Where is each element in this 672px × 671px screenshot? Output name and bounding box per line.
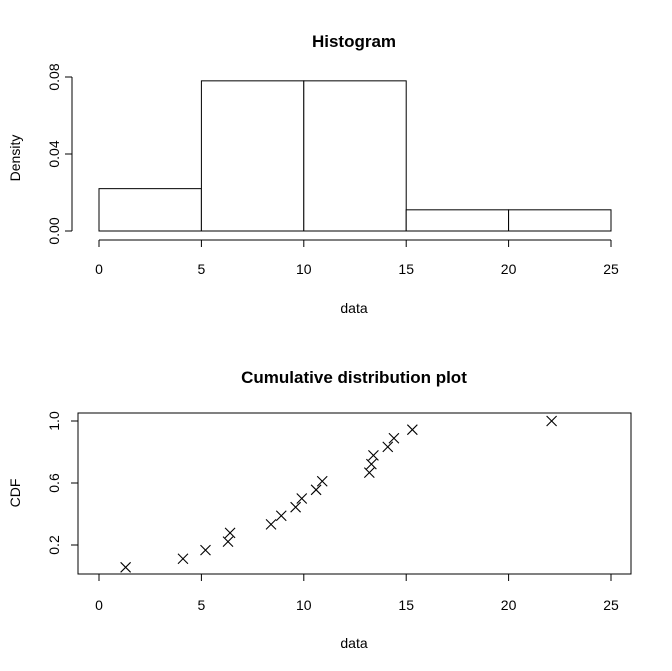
histogram-y-tick-label: 0.00 bbox=[46, 217, 62, 244]
cdf-point-marker bbox=[388, 432, 400, 444]
cdf-point-marker bbox=[120, 561, 132, 573]
cdf-point-stroke bbox=[363, 467, 375, 479]
cdf-x-axis: 0 5 10 15 20 25 bbox=[95, 573, 619, 613]
histogram-x-tick-label: 15 bbox=[398, 261, 414, 277]
cdf-title: Cumulative distribution plot bbox=[241, 368, 467, 387]
cdf-point-stroke bbox=[177, 553, 189, 565]
histogram-bar bbox=[98, 188, 202, 232]
cdf-point-stroke bbox=[120, 561, 132, 573]
cdf-point-stroke bbox=[365, 458, 377, 470]
cdf-x-tick-label: 20 bbox=[501, 597, 517, 613]
cdf-point-marker bbox=[406, 424, 418, 436]
histogram-x-tick-label: 10 bbox=[296, 261, 312, 277]
cdf-point-stroke bbox=[265, 518, 277, 530]
cdf-point-marker bbox=[275, 510, 287, 522]
cdf-point-marker bbox=[310, 484, 322, 496]
cdf-point-stroke bbox=[275, 510, 287, 522]
cdf-point-marker bbox=[290, 501, 301, 513]
cdf-point-marker bbox=[316, 475, 328, 487]
histogram-bars bbox=[98, 80, 612, 232]
cdf-point-stroke bbox=[290, 501, 301, 513]
cdf-point-marker bbox=[177, 553, 189, 565]
cdf-point-marker bbox=[363, 467, 375, 479]
cdf-point-stroke bbox=[296, 493, 308, 504]
cdf-point-stroke bbox=[382, 441, 394, 453]
cdf-y-axis: 0.2 0.6 1.0 bbox=[46, 411, 79, 555]
histogram-bar bbox=[200, 80, 305, 232]
cdf-point-marker bbox=[224, 527, 236, 539]
cdf-point-stroke bbox=[368, 450, 379, 461]
histogram-x-tick-label: 25 bbox=[603, 261, 619, 277]
cdf-point-stroke bbox=[310, 484, 322, 496]
histogram-bar bbox=[303, 80, 407, 232]
histogram-panel: Histogram 0 5 10 15 20 25 0.00 0.04 0.08 data D… bbox=[7, 32, 619, 316]
histogram-x-tick-label: 20 bbox=[501, 261, 517, 277]
cdf-point-marker bbox=[222, 536, 234, 547]
cdf-point-marker bbox=[546, 415, 557, 427]
cdf-panel: Cumulative distribution plot 0 5 10 15 20 25 … bbox=[7, 368, 632, 651]
cdf-point-marker bbox=[200, 544, 211, 556]
cdf-point-stroke bbox=[406, 424, 418, 436]
cdf-point-stroke bbox=[316, 475, 328, 487]
cdf-point-stroke bbox=[546, 415, 557, 427]
cdf-plot-box bbox=[77, 412, 632, 575]
cdf-point-stroke bbox=[222, 536, 234, 547]
histogram-y-label: Density bbox=[7, 135, 23, 182]
cdf-x-tick-label: 10 bbox=[296, 597, 312, 613]
histogram-x-axis: 0 5 10 15 20 25 bbox=[95, 239, 619, 277]
histogram-bar bbox=[405, 209, 510, 232]
cdf-point-stroke bbox=[224, 527, 236, 539]
histogram-x-tick-label: 5 bbox=[198, 261, 206, 277]
histogram-y-axis: 0.00 0.04 0.08 bbox=[46, 63, 73, 245]
histogram-bar bbox=[508, 209, 612, 232]
histogram-title: Histogram bbox=[312, 32, 396, 51]
cdf-y-label: CDF bbox=[7, 479, 23, 508]
cdf-y-tick-label: 0.6 bbox=[46, 473, 62, 493]
cdf-y-tick-label: 1.0 bbox=[46, 411, 62, 431]
cdf-y-tick-label: 0.2 bbox=[46, 535, 62, 555]
cdf-point-marker bbox=[296, 493, 308, 504]
cdf-point-marker bbox=[368, 450, 379, 461]
cdf-points bbox=[120, 415, 557, 573]
cdf-point-marker bbox=[365, 458, 377, 470]
cdf-x-tick-label: 15 bbox=[398, 597, 414, 613]
histogram-y-tick-label: 0.08 bbox=[46, 63, 62, 90]
histogram-x-tick-label: 0 bbox=[95, 261, 103, 277]
cdf-x-label: data bbox=[340, 635, 367, 651]
cdf-x-tick-label: 25 bbox=[603, 597, 619, 613]
histogram-y-tick-label: 0.04 bbox=[46, 140, 62, 167]
cdf-point-marker bbox=[265, 518, 277, 530]
cdf-x-tick-label: 0 bbox=[95, 597, 103, 613]
histogram-x-label: data bbox=[340, 300, 367, 316]
cdf-point-stroke bbox=[388, 432, 400, 444]
cdf-x-tick-label: 5 bbox=[198, 597, 206, 613]
cdf-point-marker bbox=[382, 441, 394, 453]
cdf-point-stroke bbox=[200, 544, 211, 556]
